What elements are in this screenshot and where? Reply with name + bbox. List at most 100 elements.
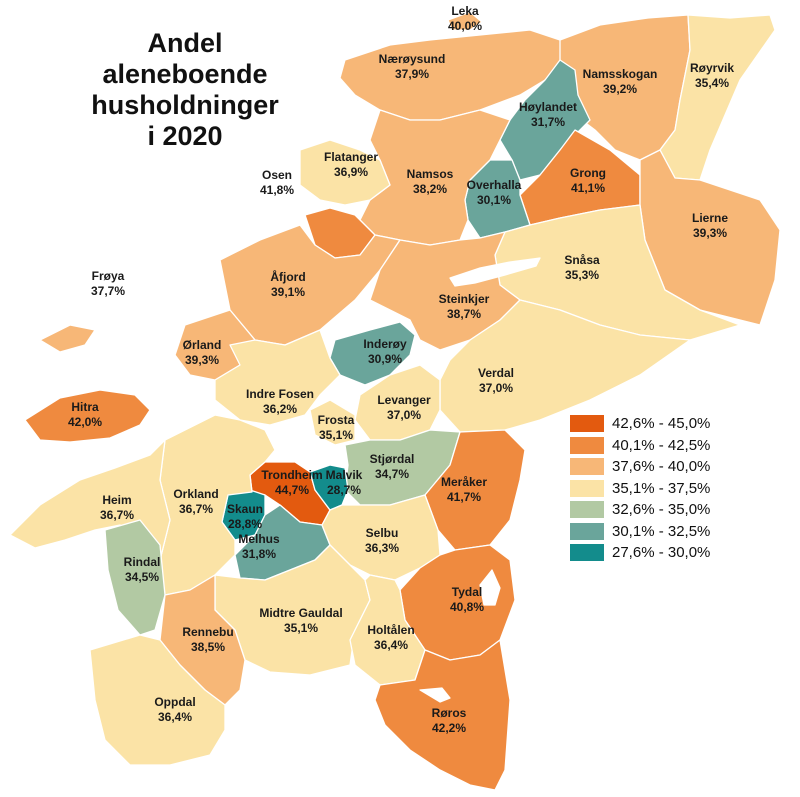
label-name: Trondheim [261, 468, 323, 482]
label-name: Inderøy [363, 337, 407, 351]
label-name: Rindal [123, 555, 161, 569]
label-value: 40,0% [447, 19, 483, 33]
label-value: 41,1% [570, 181, 606, 195]
label-midtre-gauldal: Midtre Gauldal 35,1% [259, 606, 342, 636]
label-value: 31,7% [530, 115, 566, 129]
legend-item: 42,6% - 45,0% [570, 413, 710, 435]
label-name: Verdal [477, 366, 515, 380]
region-naeroysund [339, 29, 566, 121]
label-name: Nærøysund [378, 52, 446, 66]
label-name: Grong [570, 166, 606, 180]
label-snasa: Snåsa 35,3% [564, 253, 599, 283]
legend-label: 30,1% - 32,5% [612, 522, 711, 540]
label-value: 37,9% [394, 67, 430, 81]
label-frosta: Frosta 35,1% [318, 413, 355, 443]
legend-label: 37,6% - 40,0% [612, 458, 711, 476]
label-name: Orkland [173, 487, 219, 501]
title-line: husholdninger [91, 90, 279, 120]
legend: 42,6% - 45,0% 40,1% - 42,5% 37,6% - 40,0… [570, 413, 710, 564]
label-skaun: Skaun 28,8% [227, 502, 263, 532]
title-line: i 2020 [147, 121, 223, 151]
label-value: 42,0% [67, 415, 103, 429]
legend-swatch [570, 458, 604, 476]
label-name: Namsos [406, 167, 454, 181]
region-levanger [354, 364, 441, 441]
label-selbu: Selbu 36,3% [365, 526, 399, 556]
region-hitra [24, 389, 151, 443]
label-name: Selbu [365, 526, 399, 540]
label-value: 37,0% [386, 408, 422, 422]
label-namsskogan: Namsskogan 39,2% [583, 67, 658, 97]
label-name: Oppdal [154, 695, 196, 709]
label-value: 35,3% [564, 268, 600, 282]
label-name: Meråker [440, 475, 488, 489]
legend-item: 37,6% - 40,0% [570, 456, 710, 478]
label-name: Frøya [91, 269, 125, 283]
label-name: Åfjord [270, 270, 306, 284]
label-value: 36,7% [99, 508, 135, 522]
label-leka: Leka 40,0% [448, 4, 482, 34]
label-overhalla: Overhalla 30,1% [467, 178, 522, 208]
title-line: aleneboende [102, 59, 268, 89]
label-name: Skaun [226, 502, 264, 516]
label-value: 30,1% [476, 193, 512, 207]
lake-snasavatnet [449, 257, 541, 287]
label-value: 35,1% [318, 428, 354, 442]
region-oppdal [89, 634, 226, 766]
label-value: 28,7% [326, 483, 362, 497]
label-verdal: Verdal 37,0% [478, 366, 514, 396]
label-value: 38,2% [412, 182, 448, 196]
label-name: Overhalla [466, 178, 522, 192]
label-name: Frosta [317, 413, 355, 427]
label-rennebu: Rennebu 38,5% [182, 625, 233, 655]
label-value: 36,9% [333, 165, 369, 179]
label-name: Holtålen [367, 623, 415, 637]
legend-item: 40,1% - 42,5% [570, 435, 710, 457]
label-name: Stjørdal [369, 452, 415, 466]
label-name: Namsskogan [582, 67, 658, 81]
label-value: 38,5% [190, 640, 226, 654]
legend-label: 27,6% - 30,0% [612, 544, 711, 562]
label-holtalen: Holtålen 36,4% [367, 623, 414, 653]
label-roros: Røros 42,2% [432, 706, 467, 736]
label-froya: Frøya 37,7% [91, 269, 125, 299]
label-trondheim: Trondheim 44,7% [261, 468, 322, 498]
label-value: 39,3% [184, 353, 220, 367]
label-value: 42,2% [431, 721, 467, 735]
label-meraker: Meråker 41,7% [441, 475, 487, 505]
label-value: 37,7% [90, 284, 126, 298]
title-line: Andel [147, 28, 223, 58]
legend-swatch [570, 479, 604, 497]
legend-swatch [570, 544, 604, 562]
region-indre-fosen [214, 329, 341, 426]
label-name: Høylandet [518, 100, 578, 114]
region-hoylandet [499, 59, 591, 181]
label-grong: Grong 41,1% [570, 166, 606, 196]
map-title: Andel aleneboende husholdninger i 2020 [60, 28, 310, 152]
label-value: 31,8% [241, 547, 277, 561]
label-name: Steinkjer [438, 292, 490, 306]
legend-label: 32,6% - 35,0% [612, 501, 711, 519]
label-name: Røyrvik [689, 61, 735, 75]
region-malvik [309, 464, 349, 511]
label-name: Leka [451, 4, 479, 18]
label-levanger: Levanger 37,0% [377, 393, 430, 423]
legend-label: 40,1% - 42,5% [612, 436, 711, 454]
label-name: Hitra [71, 400, 99, 414]
label-rindal: Rindal 34,5% [124, 555, 161, 585]
label-value: 39,3% [692, 226, 728, 240]
region-roros [374, 639, 511, 791]
label-value: 36,4% [157, 710, 193, 724]
label-namsos: Namsos 38,2% [407, 167, 454, 197]
legend-swatch [570, 501, 604, 519]
label-orkland: Orkland 36,7% [173, 487, 218, 517]
legend-item: 27,6% - 30,0% [570, 542, 710, 564]
label-name: Midtre Gauldal [259, 606, 343, 620]
legend-item: 30,1% - 32,5% [570, 521, 710, 543]
label-value: 38,7% [446, 307, 482, 321]
label-value: 40,8% [449, 600, 485, 614]
region-frosta [309, 399, 356, 446]
label-heim: Heim 36,7% [100, 493, 134, 523]
label-flatanger: Flatanger 36,9% [324, 150, 378, 180]
